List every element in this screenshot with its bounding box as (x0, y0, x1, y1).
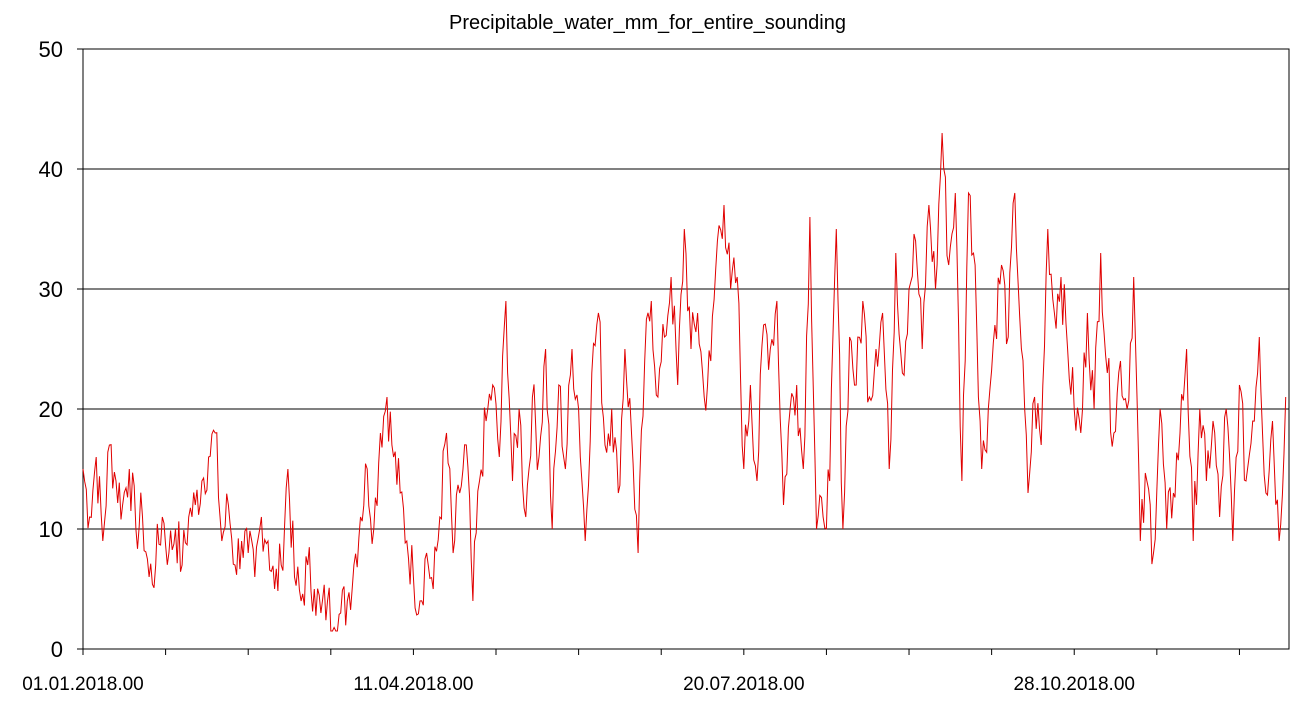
x-axis-ticks: 01.01.2018.00 11.04.2018.00 20.07.2018.00 2… (22, 649, 1240, 695)
x-tick-label: 01.01.2018.00 (22, 674, 144, 695)
y-tick-label: 50 (39, 37, 63, 62)
plot-area-frame (82, 48, 1290, 650)
y-tick-label: 10 (39, 517, 63, 542)
x-tick-label: 11.04.2018.00 (353, 674, 473, 695)
y-tick-label: 30 (39, 277, 63, 302)
horizontal-gridlines (83, 168, 1289, 530)
y-tick-label: 20 (39, 397, 63, 422)
y-tick-label: 0 (51, 637, 63, 662)
y-tick-label: 40 (39, 157, 63, 182)
x-tick-label: 20.07.2018.00 (683, 674, 805, 695)
series-line (82, 132, 1287, 632)
y-axis-ticks: 0 10 20 30 40 50 (39, 37, 83, 662)
x-tick-label: 28.10.2018.00 (1013, 674, 1135, 695)
chart-title: Precipitable_water_mm_for_entire_soundin… (449, 12, 846, 34)
